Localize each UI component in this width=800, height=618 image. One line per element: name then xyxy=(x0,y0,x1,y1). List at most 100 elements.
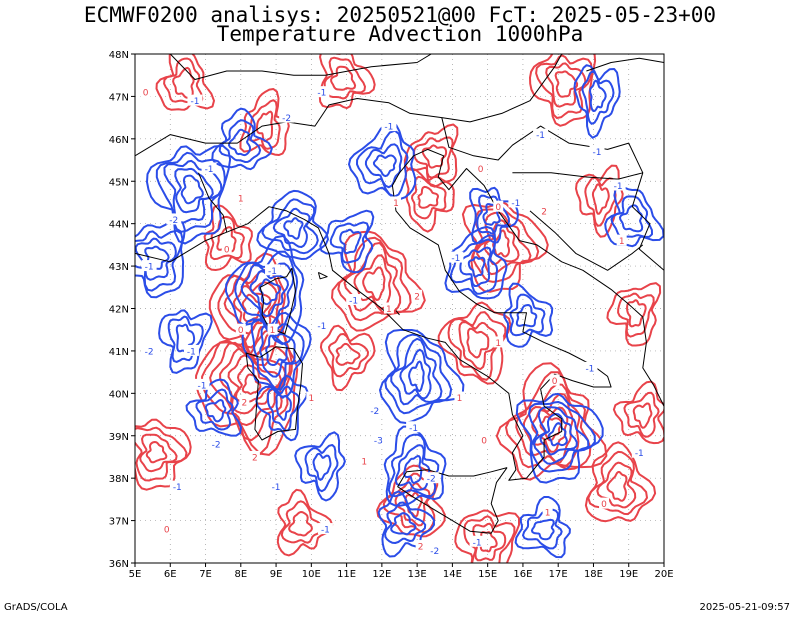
cold-advection-contour xyxy=(319,209,375,274)
contour-value-label: -2 xyxy=(145,347,154,357)
contour-value-label: -1 xyxy=(409,424,418,434)
lat-tick-label: 40N xyxy=(109,389,129,400)
cold-advection-contour xyxy=(225,234,305,346)
warm-advection-contour xyxy=(587,450,648,516)
coastline-segment xyxy=(259,267,296,335)
lon-tick-label: 11E xyxy=(337,569,356,580)
warm-advection-contour xyxy=(219,348,287,427)
lon-tick-label: 15E xyxy=(478,569,497,580)
contour-value-label: 2 xyxy=(418,543,424,553)
lon-tick-label: 18E xyxy=(584,569,603,580)
warm-advection-contour xyxy=(255,110,274,143)
warm-advection-contour xyxy=(591,183,610,215)
warm-advection-contour xyxy=(280,500,324,544)
cold-advection-contour xyxy=(604,185,664,248)
lat-tick-label: 41N xyxy=(109,347,129,358)
cold-advection-contour xyxy=(135,229,184,292)
contour-value-label: 0 xyxy=(224,246,230,256)
contour-value-label: -1 xyxy=(473,538,482,548)
contour-value-label: -2 xyxy=(370,407,379,417)
warm-advection-contour xyxy=(331,230,426,332)
contour-label-bg xyxy=(183,344,199,356)
lat-tick-label: 45N xyxy=(109,177,129,188)
contour-value-label: 0 xyxy=(143,89,149,99)
contour-label-bg xyxy=(235,192,246,204)
contour-value-label: -1 xyxy=(536,131,545,141)
map-title: ECMWF0200 analisys: 20250521@00 FcT: 202… xyxy=(83,3,717,27)
cold-advection-contour xyxy=(185,378,242,437)
contour-label-bg xyxy=(169,480,185,492)
contour-value-label: -2 xyxy=(427,475,436,485)
contour-value-label: -1 xyxy=(451,254,460,264)
contour-value-label: 0 xyxy=(552,377,558,387)
warm-advection-contour xyxy=(288,511,313,537)
lon-tick-label: 9E xyxy=(270,569,283,580)
warm-advection-contour xyxy=(247,99,281,150)
lat-tick-label: 37N xyxy=(109,517,129,528)
cold-advection-contour xyxy=(180,174,204,205)
cold-advection-contour xyxy=(265,334,288,366)
warm-advection-contour xyxy=(135,426,188,482)
cold-advection-contour xyxy=(522,508,563,550)
coastline-segment xyxy=(135,54,563,157)
warm-advection-contour xyxy=(461,200,549,293)
contour-value-label: 2 xyxy=(541,207,547,217)
contour-value-label: -1 xyxy=(317,89,326,99)
contour-label-bg xyxy=(475,162,486,174)
contour-label-bg xyxy=(508,196,524,208)
contour-value-label: -1 xyxy=(190,97,199,107)
coastline-segment xyxy=(198,172,228,233)
contour-value-label: -2 xyxy=(430,547,439,557)
contour-label-bg xyxy=(427,544,443,556)
lat-tick-label: 42N xyxy=(109,305,129,316)
cold-advection-contour xyxy=(619,204,644,233)
contour-label-bg xyxy=(314,319,330,331)
warm-advection-contour xyxy=(447,311,507,381)
warm-advection-contour xyxy=(328,333,369,378)
cold-advection-contour xyxy=(312,452,332,481)
cold-advection-contour xyxy=(364,143,403,189)
contour-value-label: -2 xyxy=(282,114,291,124)
coastline-segment xyxy=(529,210,644,271)
contour-value-label: 1 xyxy=(457,394,463,404)
contour-label-bg xyxy=(346,294,362,306)
warm-advection-contour xyxy=(208,252,286,367)
contour-label-bg xyxy=(370,433,386,445)
contour-value-label: 0 xyxy=(601,500,607,510)
contour-label-bg xyxy=(610,179,626,191)
warm-advection-contour xyxy=(505,371,592,471)
contour-value-label: -1 xyxy=(384,123,393,133)
contour-label-bg xyxy=(412,289,423,301)
cold-advection-contour xyxy=(515,304,538,328)
warm-advection-contour xyxy=(209,341,291,442)
contour-label-bg xyxy=(448,251,464,263)
lat-tick-label: 44N xyxy=(109,220,129,231)
lon-tick-label: 19E xyxy=(619,569,638,580)
map-subtitle: Temperature Advection 1000hPa xyxy=(216,22,584,46)
contour-label-bg xyxy=(423,472,439,484)
lon-tick-label: 5E xyxy=(129,569,142,580)
lat-tick-label: 38N xyxy=(109,474,129,485)
contour-label-bg xyxy=(383,302,394,314)
warm-advection-contour xyxy=(626,299,647,328)
contour-label-bg xyxy=(469,535,485,547)
cold-advection-contour xyxy=(399,348,432,400)
warm-advection-contour xyxy=(606,282,662,347)
cold-advection-contour xyxy=(167,315,204,363)
cold-advection-contour xyxy=(372,154,397,178)
warm-advection-contour xyxy=(617,292,655,338)
cold-advection-contour xyxy=(533,406,590,465)
cold-advection-contour xyxy=(387,433,440,498)
contour-label-bg xyxy=(141,344,157,356)
contour-label-bg xyxy=(542,506,553,518)
lat-tick-label: 48N xyxy=(109,50,129,61)
warm-advection-contour xyxy=(411,175,447,220)
contour-label-bg xyxy=(599,497,610,509)
cold-advection-contour xyxy=(241,311,312,398)
contour-label-bg xyxy=(317,523,333,535)
cold-advection-contour xyxy=(329,221,370,264)
warm-advection-contour xyxy=(330,65,357,91)
contour-labels: 0 -1 -1 -1 1 -2 -1 0 -1 -1 -1 2 -1 0 1 -1 2 1 0 -2 -1 -1 0 1 -1 -… xyxy=(140,86,647,557)
contour-value-label: 1 xyxy=(386,305,392,315)
cold-advection-contour xyxy=(275,393,292,421)
